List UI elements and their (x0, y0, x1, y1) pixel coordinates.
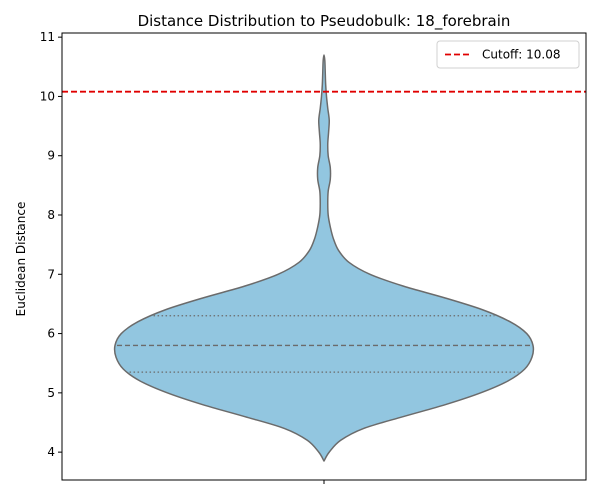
y-tick-label: 10 (40, 89, 55, 103)
y-axis-label: Euclidean Distance (14, 202, 28, 317)
chart-title: Distance Distribution to Pseudobulk: 18_… (138, 12, 511, 31)
y-tick-label: 6 (47, 327, 55, 341)
y-tick-label: 7 (47, 267, 55, 281)
legend-label: Cutoff: 10.08 (482, 48, 561, 62)
y-tick-label: 9 (47, 149, 55, 163)
y-tick-label: 4 (47, 445, 55, 459)
violin-group (113, 54, 535, 462)
violin-body (113, 54, 535, 462)
plot-area: 4 5 6 7 8 9 10 11 (40, 30, 587, 484)
legend-box (436, 40, 580, 69)
y-tick-label: 8 (47, 208, 55, 222)
y-tick-label: 5 (47, 386, 55, 400)
y-tick-label: 11 (40, 30, 55, 44)
legend: Cutoff: 10.08 (436, 40, 580, 69)
